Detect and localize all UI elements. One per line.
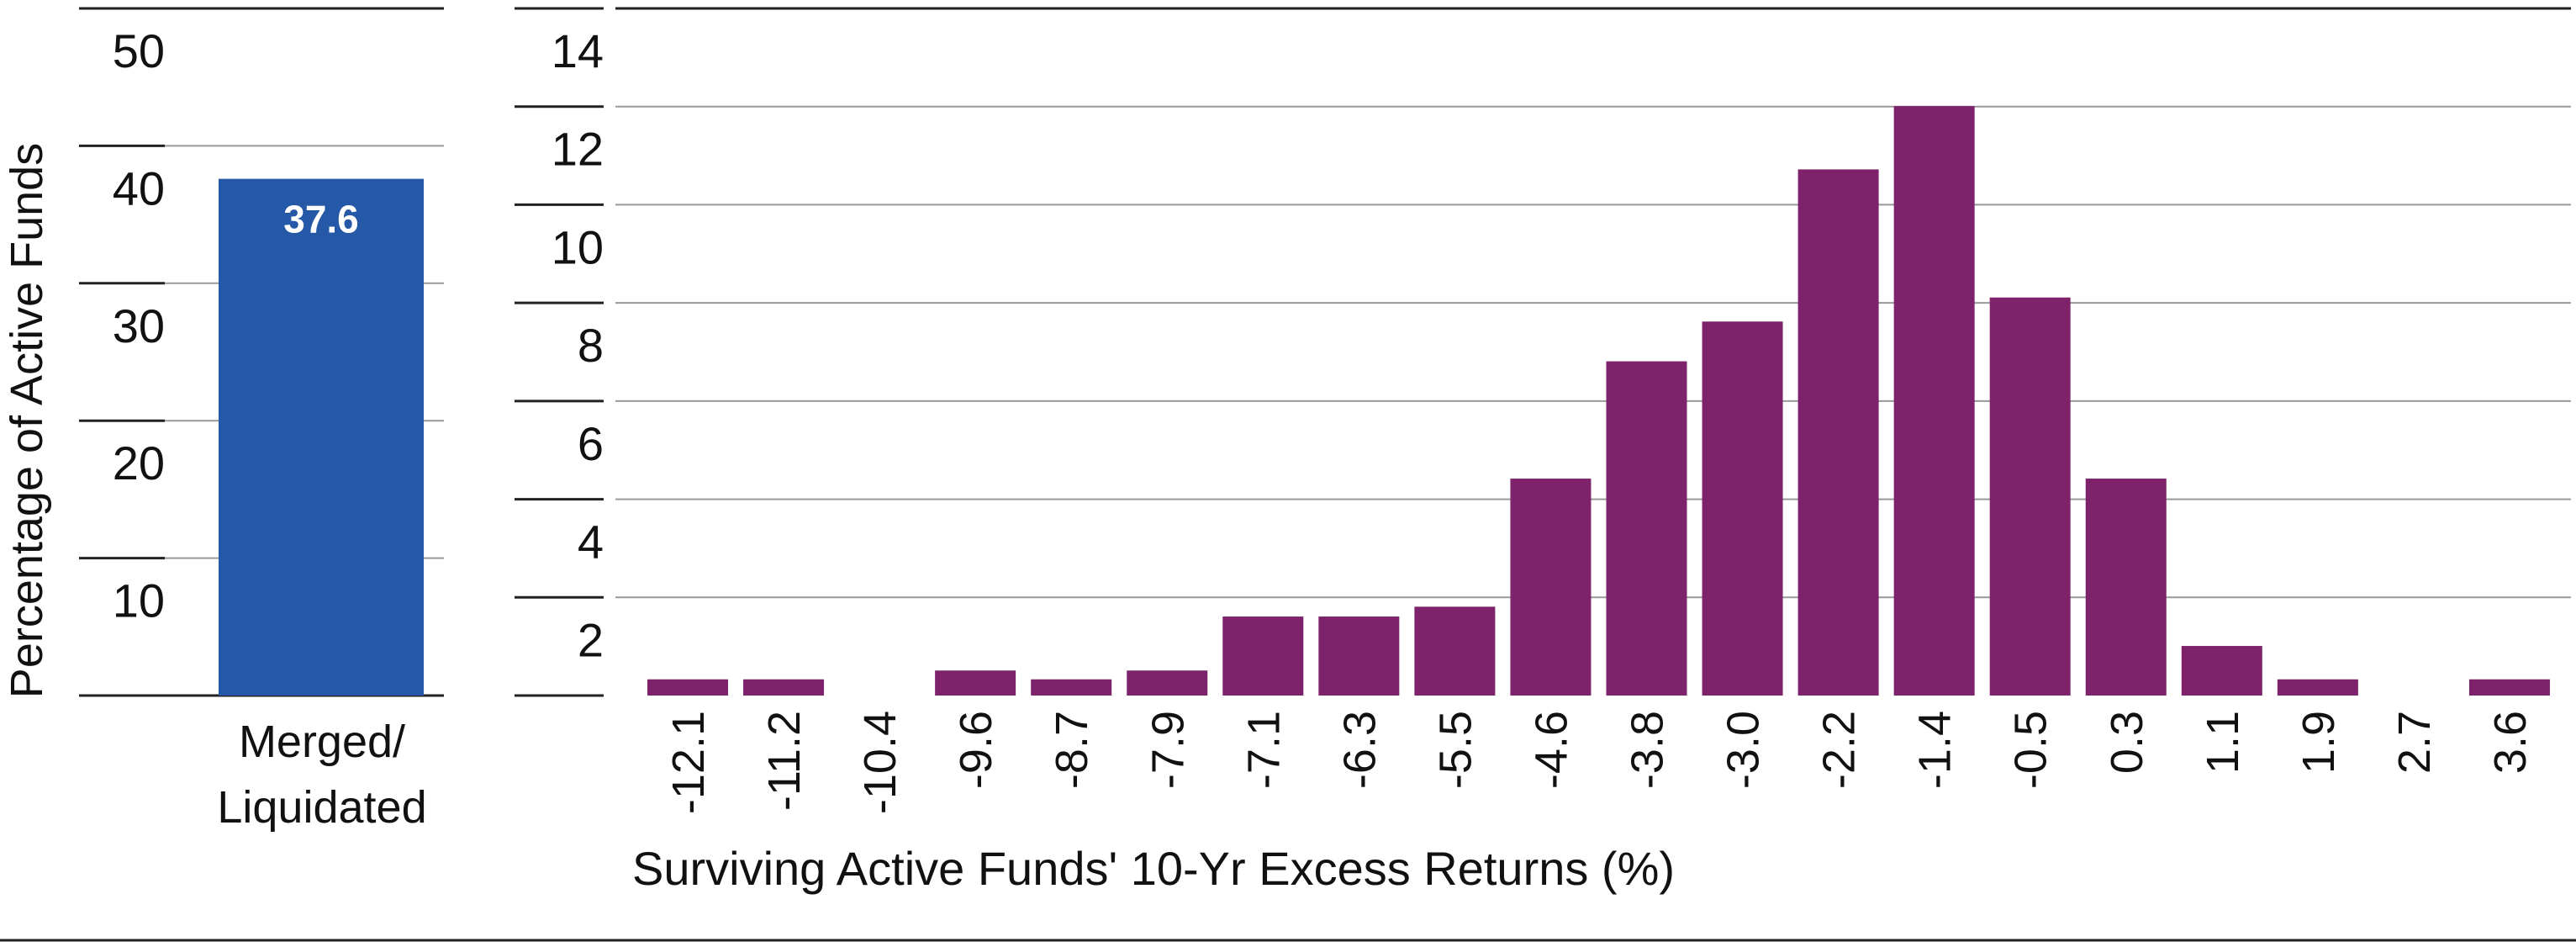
bar--5.5 (1414, 606, 1496, 696)
bar-1.9 (2277, 679, 2358, 696)
y-tick-label: 12 (552, 123, 604, 176)
x-axis-title: Surviving Active Funds' 10-Yr Excess Ret… (632, 842, 1675, 895)
y-tick-label: 4 (578, 516, 604, 569)
y-tick-label: 20 (113, 436, 165, 489)
bar--3.8 (1606, 361, 1687, 696)
x-tick-label: -6.3 (1334, 711, 1385, 789)
bar-0.3 (2085, 479, 2167, 696)
bar--4.6 (1510, 479, 1592, 696)
x-tick-label: -10.4 (855, 711, 905, 814)
bar--6.3 (1318, 616, 1400, 696)
x-tick-label: -2.2 (1814, 711, 1865, 789)
right-chart: 2 4 6 8 10 12 14 -12.1 -11.2 -10.4 -9.6 -8.7 -7.9 -7.… (515, 7, 2571, 895)
x-tick-label: 0.3 (2102, 711, 2152, 774)
x-tick-label: -12.1 (663, 711, 714, 814)
y-tick-label: 30 (113, 299, 165, 352)
bar-3.6 (2468, 679, 2550, 696)
y-tick-label: 50 (113, 24, 165, 77)
bar--9.6 (935, 670, 1016, 696)
x-tick-label: 2.7 (2389, 711, 2440, 774)
y-tick-label: 2 (578, 613, 604, 666)
bar--11.2 (743, 679, 825, 696)
y-tick-label: 8 (578, 319, 604, 372)
x-tick-label: -4.6 (1526, 711, 1576, 789)
x-tick-label: 1.9 (2294, 711, 2344, 774)
x-tick-label: 1.1 (2198, 711, 2248, 774)
bar--12.1 (647, 679, 728, 696)
x-tick-label: -7.1 (1238, 711, 1289, 789)
x-tick-label: -1.4 (1910, 711, 1961, 789)
bar--7.1 (1222, 616, 1304, 696)
y-tick-label: 40 (113, 161, 165, 214)
y-tick-label: 10 (113, 574, 165, 627)
x-tick-label: -3.8 (1623, 711, 1673, 789)
data-label: 37.6 (283, 198, 359, 241)
bar--0.5 (1989, 297, 2071, 696)
y-axis-title: Percentage of Active Funds (2, 143, 52, 698)
bar--1.4 (1893, 106, 1975, 696)
x-tick-label: Merged/ (239, 717, 405, 767)
x-tick-label: Liquidated (217, 782, 426, 833)
x-tick-label: -11.2 (759, 711, 810, 811)
bar--3.0 (1702, 321, 1783, 696)
y-tick-label: 6 (578, 417, 604, 470)
bar--2.2 (1797, 169, 1879, 696)
x-tick-label: -9.6 (951, 711, 1001, 789)
x-tick-label: -3.0 (1718, 711, 1769, 789)
bar--7.9 (1127, 670, 1208, 696)
x-tick-label: -8.7 (1047, 711, 1097, 789)
y-tick-label: 10 (552, 220, 604, 273)
y-tick-label: 14 (552, 24, 604, 77)
left-chart: 10 20 30 40 50 37.6 Merged/Liquidated Percentag… (2, 7, 444, 833)
bar--8.7 (1031, 679, 1112, 696)
x-tick-label: 3.6 (2485, 711, 2536, 774)
bar-merged-liquidated (219, 178, 424, 696)
x-tick-label: -7.9 (1143, 711, 1193, 789)
bar-1.1 (2181, 646, 2262, 696)
x-tick-label: -5.5 (1430, 711, 1481, 789)
x-tick-label: -0.5 (2006, 711, 2056, 789)
